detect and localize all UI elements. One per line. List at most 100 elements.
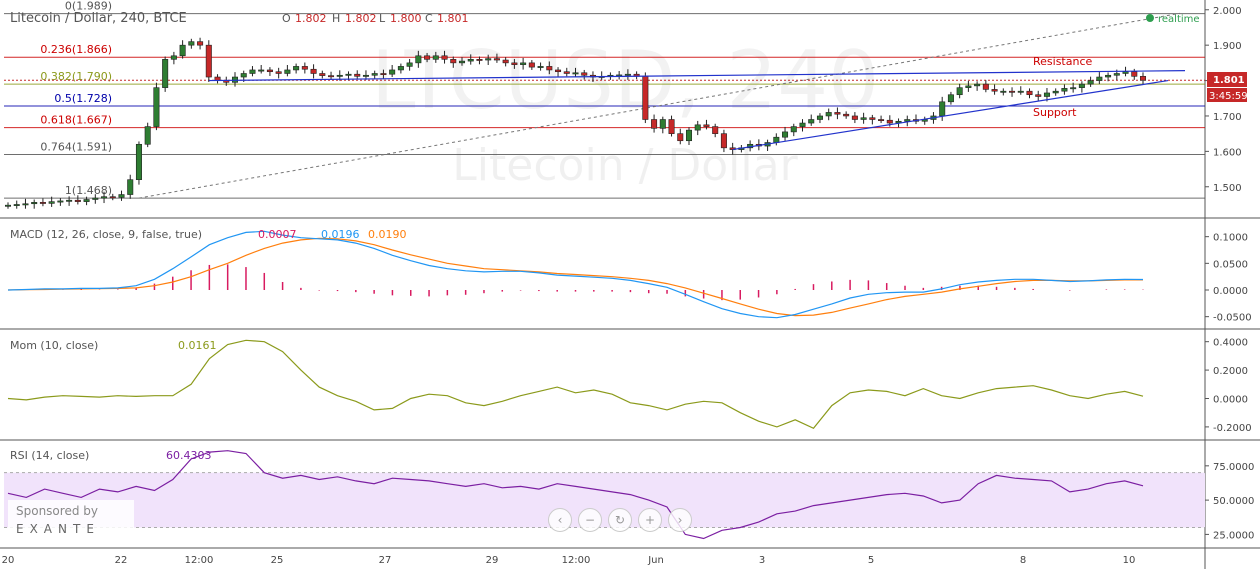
candle-body-5 xyxy=(48,201,55,204)
zoom-in-button[interactable]: + xyxy=(638,508,662,532)
candle-body-93 xyxy=(816,115,823,120)
candle-body-48 xyxy=(424,55,431,60)
ohlc-open-value: 1.802 xyxy=(295,12,327,25)
candle-body-75 xyxy=(659,119,666,129)
time-tick-label-5: 29 xyxy=(486,555,499,566)
fib-label-3: 0.5(1.728) xyxy=(54,92,112,105)
candle-body-117 xyxy=(1026,90,1033,96)
candle-body-45 xyxy=(397,66,404,71)
sponsor-box[interactable]: Sponsored by EXANTE xyxy=(8,500,134,544)
mom-tick-label-0: 0.4000 xyxy=(1213,338,1248,349)
time-tick-label-2: 12:00 xyxy=(185,555,214,566)
candle-body-46 xyxy=(406,62,413,67)
candle-body-7 xyxy=(66,199,73,202)
mom-value: 0.0161 xyxy=(178,339,217,352)
time-tick-label-4: 27 xyxy=(379,555,392,566)
price-tick-label-5: 1.500 xyxy=(1213,183,1242,194)
ohlc-high-value: 1.802 xyxy=(345,12,377,25)
macd-tick-label-1: 0.0500 xyxy=(1213,259,1248,270)
symbol-title[interactable]: Litecoin / Dollar, 240, BTCE xyxy=(10,11,187,26)
candle-body-54 xyxy=(476,59,483,61)
momentum-line xyxy=(7,339,1144,430)
countdown-value: 3:45:59 xyxy=(1209,91,1248,102)
support-trendline xyxy=(732,79,1169,151)
candle-body-94 xyxy=(825,112,832,117)
scroll-left-button[interactable]: ‹ xyxy=(548,508,572,532)
candle-body-129 xyxy=(1131,71,1138,77)
reset-button[interactable]: ↻ xyxy=(608,508,632,532)
candle-body-20 xyxy=(179,44,186,57)
candle-body-65 xyxy=(572,72,579,75)
mom-tick-label-1: 0.2000 xyxy=(1213,366,1248,377)
fib-label-4: 0.618(1.667) xyxy=(40,114,112,127)
candle-body-57 xyxy=(502,59,509,64)
candle-body-130 xyxy=(1139,76,1147,81)
rsi-value: 60.4303 xyxy=(166,449,212,462)
candle-body-123 xyxy=(1078,83,1085,88)
ohlc-close-label: C xyxy=(425,12,433,25)
scroll-right-button[interactable]: › xyxy=(668,508,692,532)
candle-body-127 xyxy=(1113,73,1120,76)
rsi-band xyxy=(4,472,1205,528)
zoom-out-button[interactable]: − xyxy=(578,508,602,532)
rsi-line xyxy=(7,450,1144,540)
candle-body-62 xyxy=(546,66,553,71)
candle-body-50 xyxy=(441,55,448,60)
sponsor-line: Sponsored by xyxy=(16,504,98,518)
candle-body-114 xyxy=(1000,90,1007,93)
time-tick-label-9: 5 xyxy=(868,555,874,566)
candle-body-12 xyxy=(109,196,116,199)
candle-body-23 xyxy=(205,44,212,78)
candle-body-88 xyxy=(773,136,780,143)
candle-body-126 xyxy=(1105,74,1112,78)
candle-body-61 xyxy=(537,66,544,68)
time-tick-label-8: 3 xyxy=(759,555,765,566)
candle-body-118 xyxy=(1035,94,1042,97)
chart-navigation: ‹ − ↻ + › xyxy=(548,508,692,534)
candle-body-100 xyxy=(878,119,885,122)
candle-body-111 xyxy=(974,83,981,87)
candle-body-21 xyxy=(188,41,195,46)
candle-body-122 xyxy=(1070,87,1077,90)
rsi-title[interactable]: RSI (14, close) xyxy=(10,449,89,462)
candle-body-10 xyxy=(92,197,99,200)
time-tick-label-11: 10 xyxy=(1123,555,1136,566)
ohlc-high-label: H xyxy=(332,12,340,25)
candle-body-116 xyxy=(1017,90,1024,93)
candle-body-29 xyxy=(258,69,265,72)
candle-body-79 xyxy=(694,124,701,131)
candle-body-30 xyxy=(266,69,273,73)
candle-body-112 xyxy=(982,83,989,90)
time-tick-label-6: 12:00 xyxy=(562,555,591,566)
candle-body-56 xyxy=(493,58,500,61)
candle-body-27 xyxy=(240,73,247,78)
candle-body-3 xyxy=(31,202,38,205)
candle-body-82 xyxy=(720,133,727,149)
candle-body-96 xyxy=(843,113,850,117)
fib-label-1: 0.236(1.866) xyxy=(40,43,112,56)
mom-title[interactable]: Mom (10, close) xyxy=(10,339,98,352)
candle-body-98 xyxy=(860,117,867,120)
candle-body-34 xyxy=(301,66,308,70)
candle-body-76 xyxy=(668,119,675,134)
candle-body-52 xyxy=(458,60,466,64)
candle-body-71 xyxy=(624,73,631,76)
candle-body-19 xyxy=(170,55,177,60)
macd-value-macd: 0.0196 xyxy=(321,228,360,241)
candle-body-64 xyxy=(563,71,570,74)
macd-title[interactable]: MACD (12, 26, close, 9, false, true) xyxy=(10,228,202,241)
candle-body-11 xyxy=(101,196,108,199)
countdown-tag xyxy=(1207,88,1247,102)
last-price-value: 1.801 xyxy=(1213,75,1245,86)
candle-body-97 xyxy=(851,115,858,120)
time-tick-label-3: 25 xyxy=(271,555,284,566)
sponsor-brand: EXANTE xyxy=(16,522,100,536)
candle-body-58 xyxy=(511,62,518,65)
candle-body-113 xyxy=(991,89,998,92)
candle-body-73 xyxy=(642,76,649,120)
resistance-trendline xyxy=(208,70,1186,82)
support-label: Support xyxy=(1033,106,1077,119)
candle-body-2 xyxy=(22,203,29,206)
candle-body-13 xyxy=(118,194,125,198)
